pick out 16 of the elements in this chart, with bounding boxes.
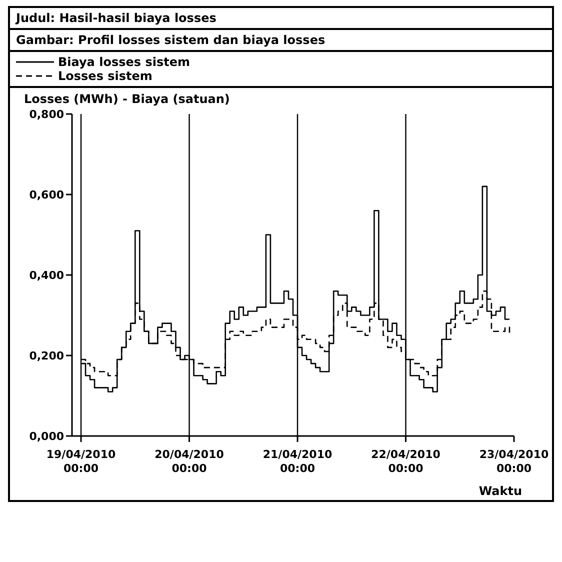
x-tick-label: 21/04/2010 00:00 (262, 448, 332, 475)
chart-title: Judul: Hasil-hasil biaya losses (8, 6, 554, 30)
x-tick-label: 22/04/2010 00:00 (371, 448, 441, 475)
legend-label: Losses sistem (58, 69, 152, 83)
x-tick-label: 23/04/2010 00:00 (479, 448, 549, 475)
y-tick-label: 0,800 (29, 108, 64, 121)
legend-label: Biaya losses sistem (58, 55, 190, 69)
y-tick-label: 0,000 (29, 430, 64, 443)
y-axis-title: Losses (MWh) - Biaya (satuan) (24, 92, 230, 106)
y-tick-label: 0,600 (29, 188, 64, 202)
x-axis-title: Waktu (478, 484, 522, 498)
y-tick-label: 0,400 (29, 268, 64, 282)
x-tick-label: 20/04/2010 00:00 (154, 448, 224, 475)
y-tick-label: 0,200 (29, 349, 64, 362)
x-tick-label: 19/04/2010 00:00 (46, 448, 116, 475)
chart-subtitle: Gambar: Profil losses sistem dan biaya losses (8, 28, 554, 52)
